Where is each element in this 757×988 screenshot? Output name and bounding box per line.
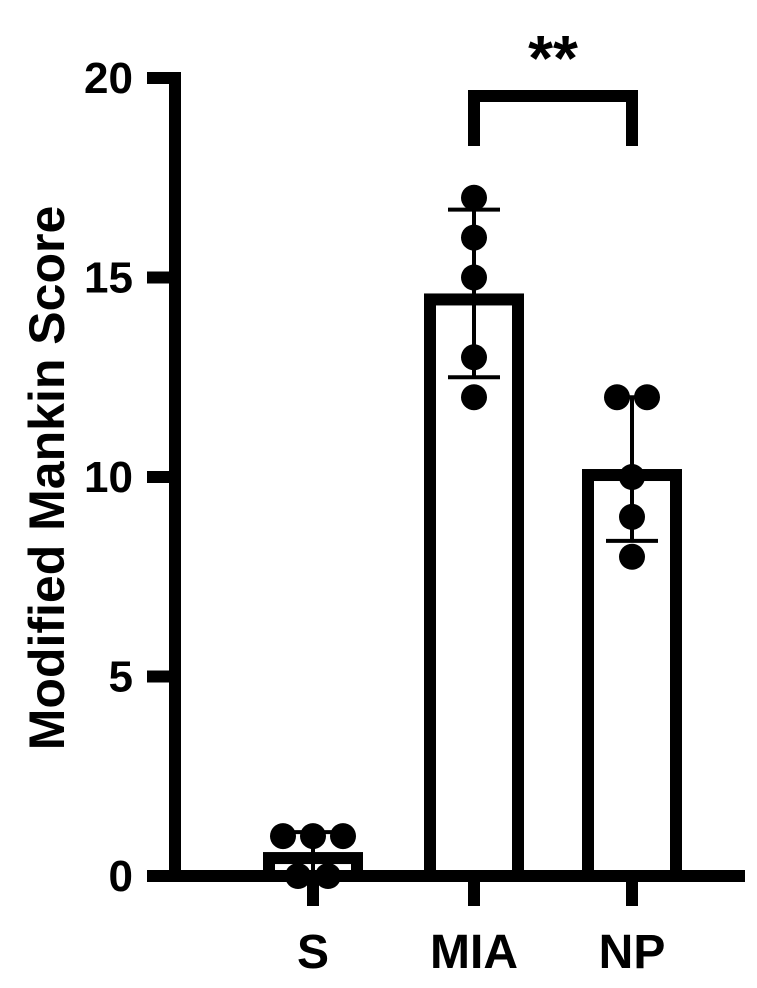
data-point-s	[300, 823, 326, 850]
data-point-mia	[461, 224, 487, 251]
x-tick-label-mia: MIA	[430, 926, 518, 979]
data-point-s	[330, 823, 356, 850]
significance-label: **	[528, 22, 578, 94]
y-axis-title: Modified Mankin Score	[19, 206, 75, 751]
data-point-s	[270, 823, 296, 850]
data-point-np	[634, 384, 660, 411]
data-point-np	[619, 503, 645, 530]
y-tick-label: 20	[84, 54, 133, 103]
x-tick-label-s: S	[297, 926, 329, 979]
significance-bracket	[468, 90, 638, 146]
data-point-np	[604, 384, 630, 411]
data-point-np	[619, 543, 645, 570]
data-point-np	[619, 464, 645, 490]
data-point-mia	[461, 344, 487, 371]
data-point-mia	[461, 264, 487, 291]
x-tick-label-np: NP	[599, 926, 666, 979]
y-tick-label: 5	[109, 653, 133, 702]
data-point-mia	[461, 184, 487, 211]
plot-area: 0 5 10 15 20 S MIA NP **	[84, 22, 745, 979]
y-tick-label: 0	[109, 852, 133, 901]
y-tick-label: 15	[84, 254, 133, 303]
y-tick-label: 10	[84, 453, 133, 502]
data-point-mia	[461, 384, 487, 411]
